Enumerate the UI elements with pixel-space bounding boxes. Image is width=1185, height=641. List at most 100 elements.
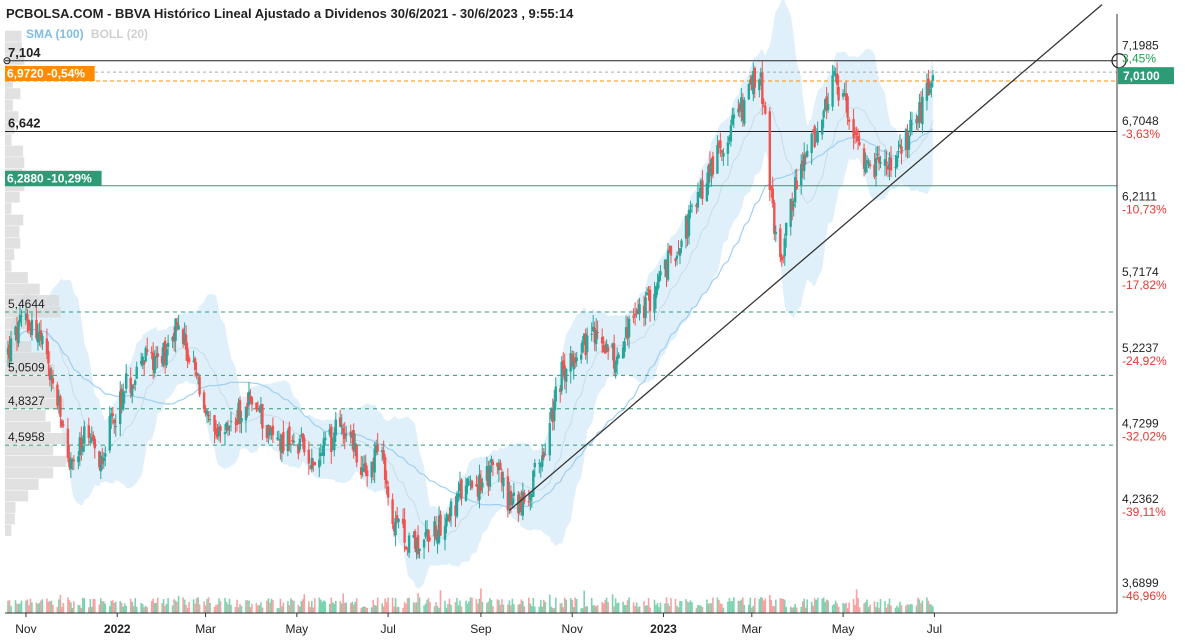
- price-tick-label: 7,1985: [1122, 38, 1159, 52]
- volume-bar: [397, 606, 400, 613]
- volume-bar: [698, 605, 701, 613]
- candle-body: [928, 88, 932, 93]
- pct-tick-label: -10,73%: [1122, 203, 1167, 217]
- volume-bar: [309, 607, 312, 613]
- volume-bar: [219, 601, 222, 613]
- volume-bar: [161, 603, 163, 613]
- volume-bar: [716, 597, 719, 613]
- trendline[interactable]: [508, 4, 1103, 511]
- volume-bar: [760, 597, 762, 613]
- volume-bar: [501, 599, 503, 613]
- candle-body: [324, 437, 327, 441]
- volume-profile-bar: [5, 42, 22, 54]
- volume-bar: [98, 604, 101, 613]
- candle-body: [123, 391, 126, 393]
- volume-bar: [129, 598, 132, 613]
- volume-bar: [67, 597, 69, 613]
- candle-body: [373, 449, 376, 473]
- candle-body: [392, 524, 396, 532]
- volume-bar: [846, 608, 849, 613]
- candle-body: [705, 183, 709, 201]
- candle-body: [334, 419, 337, 436]
- candle-body: [740, 97, 743, 110]
- candle-body: [750, 76, 753, 91]
- volume-bar: [71, 607, 74, 613]
- candle-body: [539, 463, 542, 468]
- candle-body: [268, 425, 272, 433]
- volume-bar: [489, 598, 491, 613]
- volume-bar: [932, 606, 934, 613]
- candle-body: [666, 250, 670, 280]
- candle-body: [18, 314, 22, 323]
- volume-bar: [447, 604, 449, 613]
- volume-bar: [28, 605, 30, 613]
- pct-tick-label: -17,82%: [1122, 278, 1167, 292]
- volume-bar: [438, 608, 440, 613]
- volume-profile-bar: [5, 501, 16, 513]
- candle-body: [831, 75, 834, 107]
- volume-bar: [373, 605, 376, 613]
- candle-body: [174, 318, 177, 341]
- volume-bar: [721, 603, 723, 613]
- boll-legend[interactable]: BOLL (20): [90, 27, 149, 41]
- candle-body: [837, 86, 840, 101]
- volume-bar: [749, 597, 752, 613]
- candle-body: [919, 102, 923, 123]
- volume-bar: [900, 605, 903, 613]
- volume-bar: [100, 598, 102, 613]
- candle-body: [250, 397, 254, 405]
- volume-bar: [810, 601, 813, 613]
- candle-body: [207, 414, 210, 417]
- candle-body: [301, 433, 304, 442]
- candle-body: [521, 491, 524, 516]
- volume-bar: [635, 602, 638, 613]
- volume-bar: [40, 600, 42, 613]
- volume-profile-bar: [5, 444, 54, 456]
- volume-bar: [26, 599, 29, 613]
- volume-bar: [155, 602, 157, 613]
- candle-body: [205, 410, 209, 415]
- candle-body: [98, 451, 101, 468]
- volume-bar: [260, 602, 262, 613]
- volume-profile-bar: [5, 145, 24, 157]
- volume-bar: [50, 600, 53, 613]
- candle-body: [690, 205, 694, 207]
- volume-bar: [701, 607, 704, 613]
- volume-bar: [287, 601, 289, 613]
- candle-body: [517, 494, 520, 514]
- candle-body: [470, 480, 474, 488]
- volume-bar: [25, 600, 27, 613]
- candle-body: [770, 186, 773, 188]
- x-tick-label: Sep: [470, 622, 492, 636]
- level-label: 6,642: [8, 116, 41, 131]
- candle-body: [439, 514, 442, 536]
- volume-bar: [165, 603, 168, 613]
- candle-body: [626, 328, 629, 339]
- volume-bar: [543, 599, 545, 613]
- candle-body: [699, 180, 703, 198]
- volume-bar: [614, 598, 617, 613]
- candle-body: [728, 137, 731, 142]
- pct-tick-label: -39,11%: [1122, 505, 1166, 519]
- volume-bar: [194, 603, 196, 613]
- candle-body: [678, 248, 682, 256]
- volume-bar: [719, 603, 722, 613]
- candle-body: [184, 334, 188, 350]
- time-axis: Nov 2022 Mar May Jul Sep Nov 2023 Mar May Jul: [15, 613, 942, 636]
- candle-body: [153, 356, 156, 374]
- candle-body: [354, 443, 357, 451]
- sma-legend[interactable]: SMA (100): [26, 27, 84, 41]
- level-tag-text: 6,9720 -0,54%: [7, 66, 85, 80]
- candle-body: [427, 529, 430, 542]
- volume-bar: [120, 602, 123, 613]
- volume-bar: [908, 605, 910, 613]
- volume-bar: [737, 600, 740, 613]
- volume-bar: [550, 606, 553, 613]
- candle-body: [443, 525, 447, 540]
- volume-bar: [457, 605, 460, 613]
- volume-bar: [834, 600, 837, 613]
- candle-body: [572, 360, 575, 370]
- candle-body: [17, 322, 20, 344]
- candle-body: [487, 469, 490, 487]
